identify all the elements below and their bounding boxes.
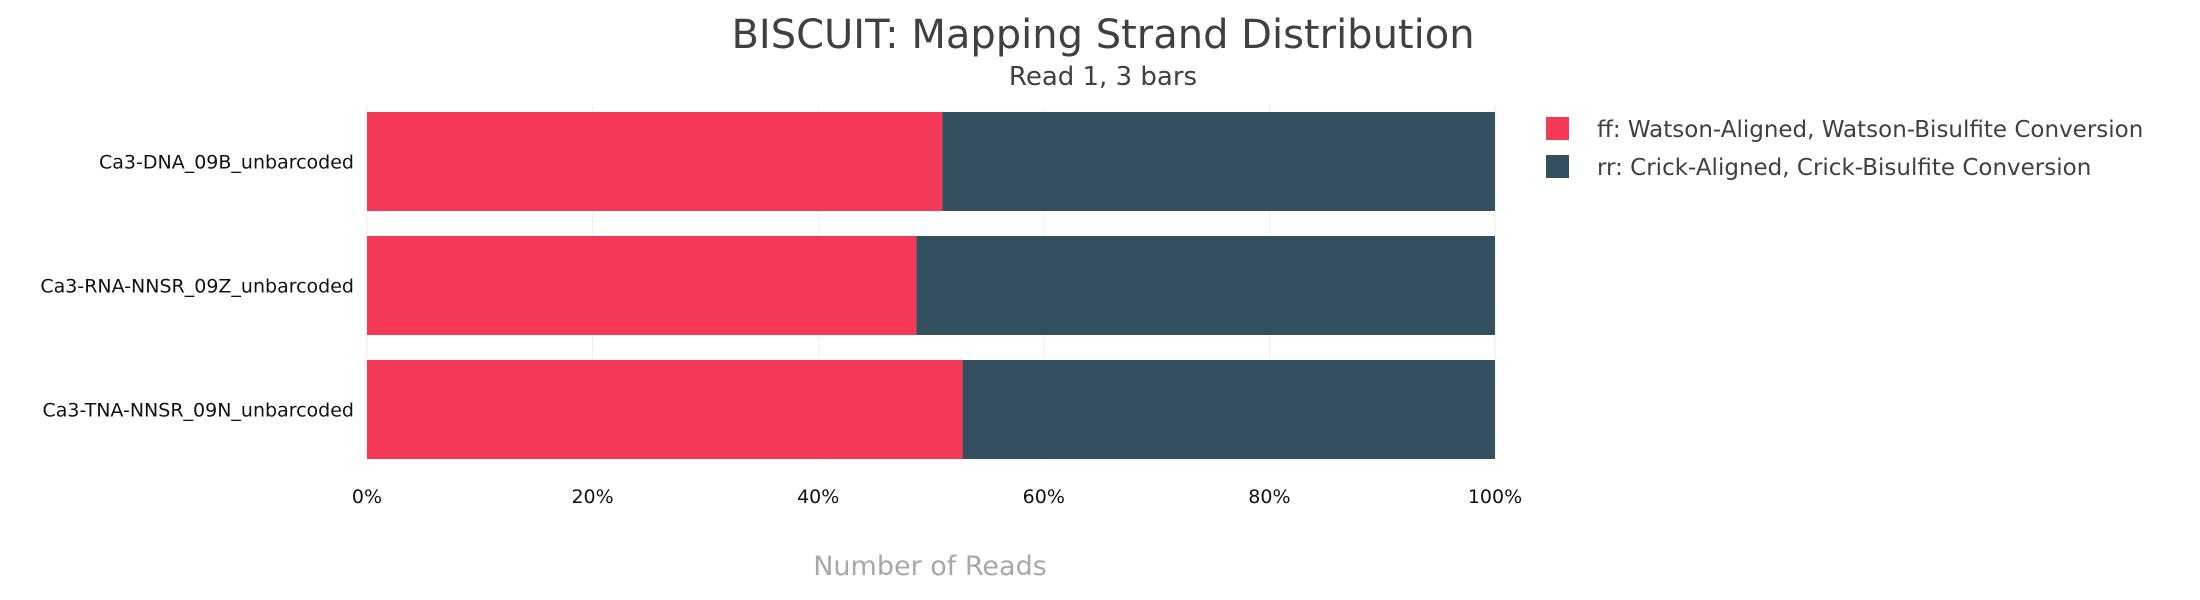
- category-labels: Ca3-DNA_09B_unbarcoded Ca3-RNA-NNSR_09Z_u…: [40, 152, 354, 422]
- category-label: Ca3-DNA_09B_unbarcoded: [99, 152, 354, 174]
- bars: [367, 112, 1495, 459]
- x-tick-label: 100%: [1468, 486, 1522, 508]
- legend: ff: Watson-Aligned, Watson-Bisulfite Con…: [1546, 117, 2143, 181]
- bar-segment-rr[interactable]: [916, 236, 1495, 335]
- x-tick-labels: 0% 20% 40% 60% 80% 100%: [352, 486, 1522, 508]
- x-tick-label: 80%: [1248, 486, 1290, 508]
- bar-segment-ff[interactable]: [367, 112, 943, 211]
- x-tick-label: 0%: [352, 486, 382, 508]
- chart-title: BISCUIT: Mapping Strand Distribution: [731, 12, 1474, 58]
- category-label: Ca3-TNA-NNSR_09N_unbarcoded: [42, 400, 354, 422]
- x-axis-label: Number of Reads: [813, 551, 1047, 582]
- legend-label[interactable]: rr: Crick-Aligned, Crick-Bisulfite Conve…: [1597, 155, 2091, 181]
- category-label: Ca3-RNA-NNSR_09Z_unbarcoded: [40, 276, 354, 298]
- x-tick-label: 60%: [1023, 486, 1065, 508]
- bar-segment-rr[interactable]: [942, 112, 1495, 211]
- bar-segment-ff[interactable]: [367, 236, 917, 335]
- x-tick-label: 20%: [571, 486, 613, 508]
- legend-swatch[interactable]: [1546, 155, 1569, 178]
- x-tick-label: 40%: [797, 486, 839, 508]
- legend-label[interactable]: ff: Watson-Aligned, Watson-Bisulfite Con…: [1597, 117, 2143, 143]
- bar-segment-rr[interactable]: [962, 360, 1495, 459]
- bar-segment-ff[interactable]: [367, 360, 963, 459]
- chart-subtitle: Read 1, 3 bars: [1009, 62, 1197, 92]
- legend-swatch[interactable]: [1546, 117, 1569, 140]
